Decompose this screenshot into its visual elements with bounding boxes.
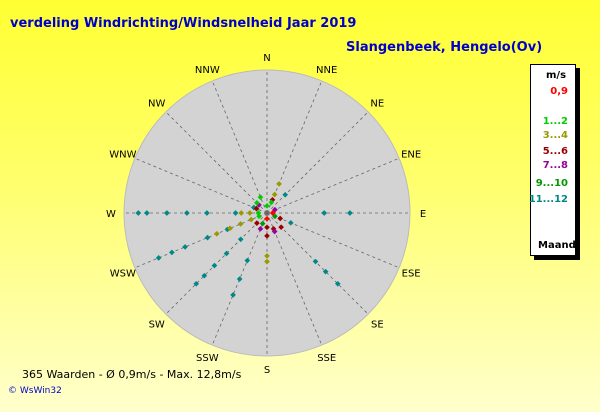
data-point: [201, 272, 208, 279]
data-point: [182, 244, 188, 250]
direction-label-e: E: [420, 209, 426, 220]
data-point: [271, 228, 278, 235]
data-point: [334, 280, 341, 287]
direction-label-sw: SW: [149, 319, 165, 330]
data-point: [264, 203, 270, 209]
data-point: [248, 216, 254, 223]
data-point: [312, 258, 319, 265]
data-point: [257, 194, 264, 200]
data-point: [254, 220, 260, 226]
direction-label-ssw: SSW: [196, 353, 219, 364]
data-point: [238, 210, 245, 216]
data-point: [236, 276, 243, 282]
data-point: [247, 210, 253, 216]
data-point: [244, 257, 251, 264]
data-point: [213, 230, 220, 237]
direction-label-w: W: [106, 209, 116, 220]
data-point: [277, 215, 284, 222]
data-point: [144, 210, 150, 216]
data-point: [135, 210, 142, 216]
data-point: [237, 221, 244, 227]
data-point: [227, 225, 233, 232]
location-label: Slangenbeek, Hengelo(Ov): [346, 40, 543, 55]
data-point: [204, 234, 211, 241]
direction-label-ese: ESE: [402, 269, 421, 280]
legend-entry: 7...8: [542, 160, 568, 171]
data-point: [237, 236, 244, 243]
legend-entry: 3...4: [542, 130, 568, 141]
data-point: [264, 215, 270, 222]
data-point: [254, 200, 260, 206]
data-point: [282, 191, 289, 198]
data-point: [223, 250, 230, 257]
legend-entry: 1...2: [542, 116, 568, 127]
legend-entry: 0,9: [550, 86, 568, 97]
data-point: [256, 213, 262, 220]
legend-footer: Maand: [538, 240, 576, 251]
data-point: [278, 224, 284, 230]
data-point: [276, 181, 282, 187]
data-point: [322, 268, 329, 275]
legend-box: [530, 64, 576, 256]
data-point: [253, 205, 260, 212]
data-point: [232, 210, 239, 216]
legend-entry: 9...10: [535, 178, 568, 189]
data-point: [211, 262, 218, 269]
data-point: [164, 210, 170, 216]
legend-entry: 11...12: [528, 194, 568, 205]
legend-entry: 5...6: [542, 146, 568, 157]
data-point: [321, 210, 328, 216]
direction-label-s: S: [264, 365, 270, 376]
data-point: [264, 253, 270, 259]
data-point: [268, 199, 275, 206]
direction-label-ne: NE: [370, 99, 384, 110]
data-point: [287, 220, 294, 226]
data-point: [259, 220, 266, 227]
direction-label-wnw: WNW: [109, 149, 136, 160]
data-point: [184, 210, 190, 216]
direction-label-wsw: WSW: [110, 269, 136, 280]
chart-title: verdeling Windrichting/Windsnelheid Jaar…: [10, 16, 357, 31]
data-point: [264, 224, 270, 231]
data-point: [269, 210, 276, 216]
direction-label-se: SE: [371, 319, 384, 330]
direction-label-n: N: [263, 53, 270, 64]
data-point: [204, 210, 210, 216]
data-point: [230, 292, 236, 298]
data-point: [264, 233, 270, 239]
data-point: [169, 249, 175, 256]
direction-label-nw: NW: [148, 99, 165, 110]
data-point: [347, 210, 353, 216]
direction-label-nne: NNE: [316, 65, 337, 76]
data-point: [193, 280, 200, 287]
data-point: [264, 258, 270, 265]
data-point: [257, 226, 264, 232]
footer-stats: 365 Waarden - Ø 0,9m/s - Max. 12,8m/s: [22, 368, 242, 381]
direction-label-ene: ENE: [401, 149, 421, 160]
legend-unit: m/s: [546, 70, 567, 81]
direction-label-nnw: NNW: [195, 65, 220, 76]
direction-label-sse: SSE: [317, 353, 336, 364]
data-point: [271, 191, 278, 198]
credit: © WsWin32: [8, 386, 62, 396]
